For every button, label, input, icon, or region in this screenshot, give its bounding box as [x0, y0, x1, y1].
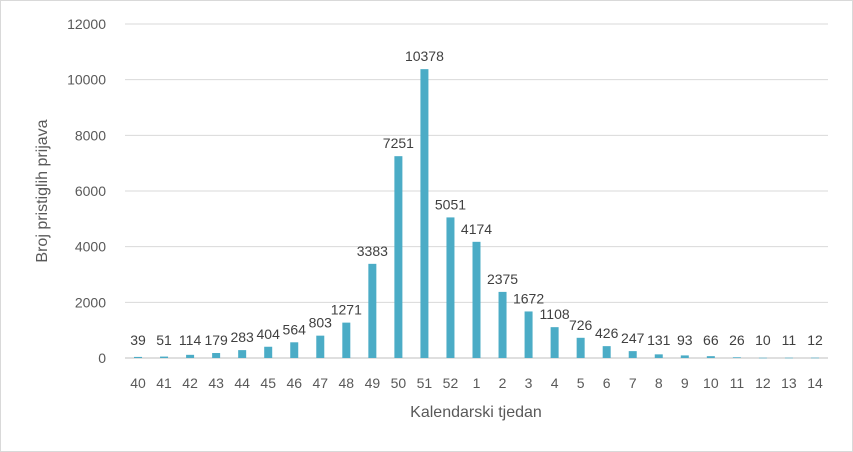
x-tick-label: 9: [681, 375, 689, 391]
y-tick-label: 12000: [67, 16, 106, 32]
bar: [472, 241, 481, 358]
data-label: 93: [677, 332, 693, 348]
y-tick-label: 8000: [75, 127, 106, 143]
data-label: 564: [283, 321, 307, 337]
bar: [342, 322, 351, 358]
bar: [212, 353, 221, 358]
data-label: 247: [621, 330, 645, 346]
x-axis-title: Kalendarski tjedan: [410, 404, 542, 421]
bar: [602, 346, 611, 358]
data-label: 5051: [435, 196, 466, 212]
y-tick-label: 6000: [75, 183, 106, 199]
bar: [368, 263, 377, 358]
data-label: 131: [647, 332, 671, 348]
data-label: 51: [156, 332, 172, 348]
x-tick-label: 3: [525, 375, 533, 391]
x-tick-label: 42: [182, 375, 198, 391]
bar: [524, 311, 533, 358]
bars: [134, 69, 819, 359]
data-label: 39: [130, 332, 146, 348]
data-label: 1672: [513, 290, 544, 306]
bar: [316, 335, 325, 358]
bar: [628, 351, 637, 358]
x-tick-label: 7: [629, 375, 637, 391]
data-label: 26: [729, 332, 745, 348]
bar: [576, 337, 585, 358]
data-label: 7251: [383, 135, 414, 151]
data-label: 1271: [331, 302, 362, 318]
x-tick-label: 13: [781, 375, 797, 391]
x-tick-label: 47: [312, 375, 328, 391]
data-label: 283: [230, 329, 254, 345]
y-tick-label: 0: [98, 350, 106, 366]
data-label: 12: [807, 332, 823, 348]
x-tick-label: 44: [234, 375, 250, 391]
x-tick-label: 48: [339, 375, 355, 391]
data-label: 426: [595, 325, 619, 341]
x-tick-label: 12: [755, 375, 771, 391]
bar: [264, 346, 273, 358]
x-tick-label: 14: [807, 375, 823, 391]
y-tick-label: 10000: [67, 72, 106, 88]
x-tick-label: 1: [473, 375, 481, 391]
data-label: 114: [179, 332, 202, 348]
bar: [290, 342, 299, 358]
data-label: 3383: [357, 243, 388, 259]
bar: [498, 291, 507, 358]
x-tick-label: 45: [260, 375, 276, 391]
bar: [706, 356, 715, 358]
data-label: 10: [755, 332, 771, 348]
x-tick-label: 51: [417, 375, 433, 391]
x-tick-label: 52: [443, 375, 459, 391]
bar: [654, 354, 663, 358]
data-label: 11: [782, 332, 797, 348]
y-axis-tick-labels: 0 2000 4000 6000 8000 10000 12000: [67, 16, 106, 366]
data-label: 2375: [487, 271, 518, 287]
x-tick-label: 10: [703, 375, 719, 391]
y-axis-title: Broj pristiglih prijava: [34, 119, 51, 262]
x-tick-label: 43: [208, 375, 224, 391]
bar: [758, 357, 767, 359]
data-label: 1108: [540, 306, 570, 322]
x-tick-label: 4: [551, 375, 559, 391]
x-tick-label: 8: [655, 375, 663, 391]
bar: [134, 356, 143, 358]
data-label: 4174: [461, 221, 492, 237]
x-tick-label: 40: [130, 375, 146, 391]
x-tick-label: 49: [365, 375, 381, 391]
data-label: 179: [204, 332, 228, 348]
bar: [394, 156, 403, 358]
x-tick-label: 6: [603, 375, 611, 391]
x-tick-label: 5: [577, 375, 585, 391]
bar: [238, 350, 247, 358]
bar: [186, 354, 195, 358]
bar: [784, 357, 793, 359]
bar: [420, 69, 429, 359]
bar: [732, 357, 741, 358]
data-label: 726: [569, 317, 593, 333]
x-tick-label: 41: [156, 375, 172, 391]
bar: [550, 327, 559, 358]
bar: [446, 217, 455, 358]
bar: [160, 356, 169, 358]
x-tick-label: 46: [286, 375, 302, 391]
y-tick-label: 2000: [75, 294, 106, 310]
x-tick-label: 11: [730, 375, 745, 391]
data-label: 404: [257, 326, 281, 342]
x-axis-tick-labels: 40 41 42 43 44 45 46 47 48 49 50 51 52 1 2 3 4 5 6 7 8 9 10 11 1…: [130, 375, 823, 391]
x-tick-label: 2: [499, 375, 507, 391]
y-tick-label: 4000: [75, 239, 106, 255]
bar: [680, 355, 689, 358]
data-label: 66: [703, 332, 719, 348]
data-label: 10378: [405, 48, 444, 64]
data-label: 803: [309, 315, 333, 331]
x-tick-label: 50: [391, 375, 407, 391]
bar: [810, 357, 819, 359]
